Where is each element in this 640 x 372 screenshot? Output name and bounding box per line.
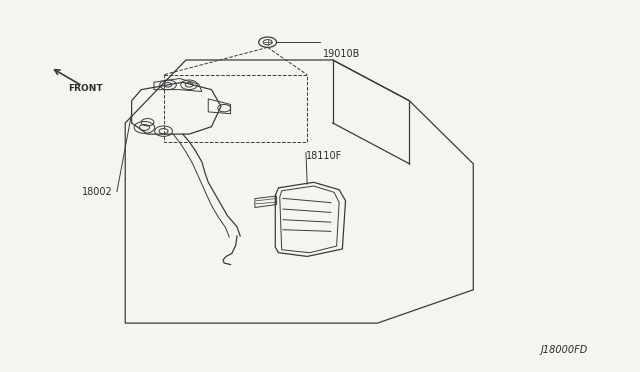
Text: J18000FD: J18000FD (540, 345, 588, 355)
Text: 18110F: 18110F (306, 151, 342, 161)
Text: 19010B: 19010B (323, 49, 360, 60)
Text: 18002: 18002 (83, 187, 113, 196)
Text: FRONT: FRONT (68, 84, 102, 93)
